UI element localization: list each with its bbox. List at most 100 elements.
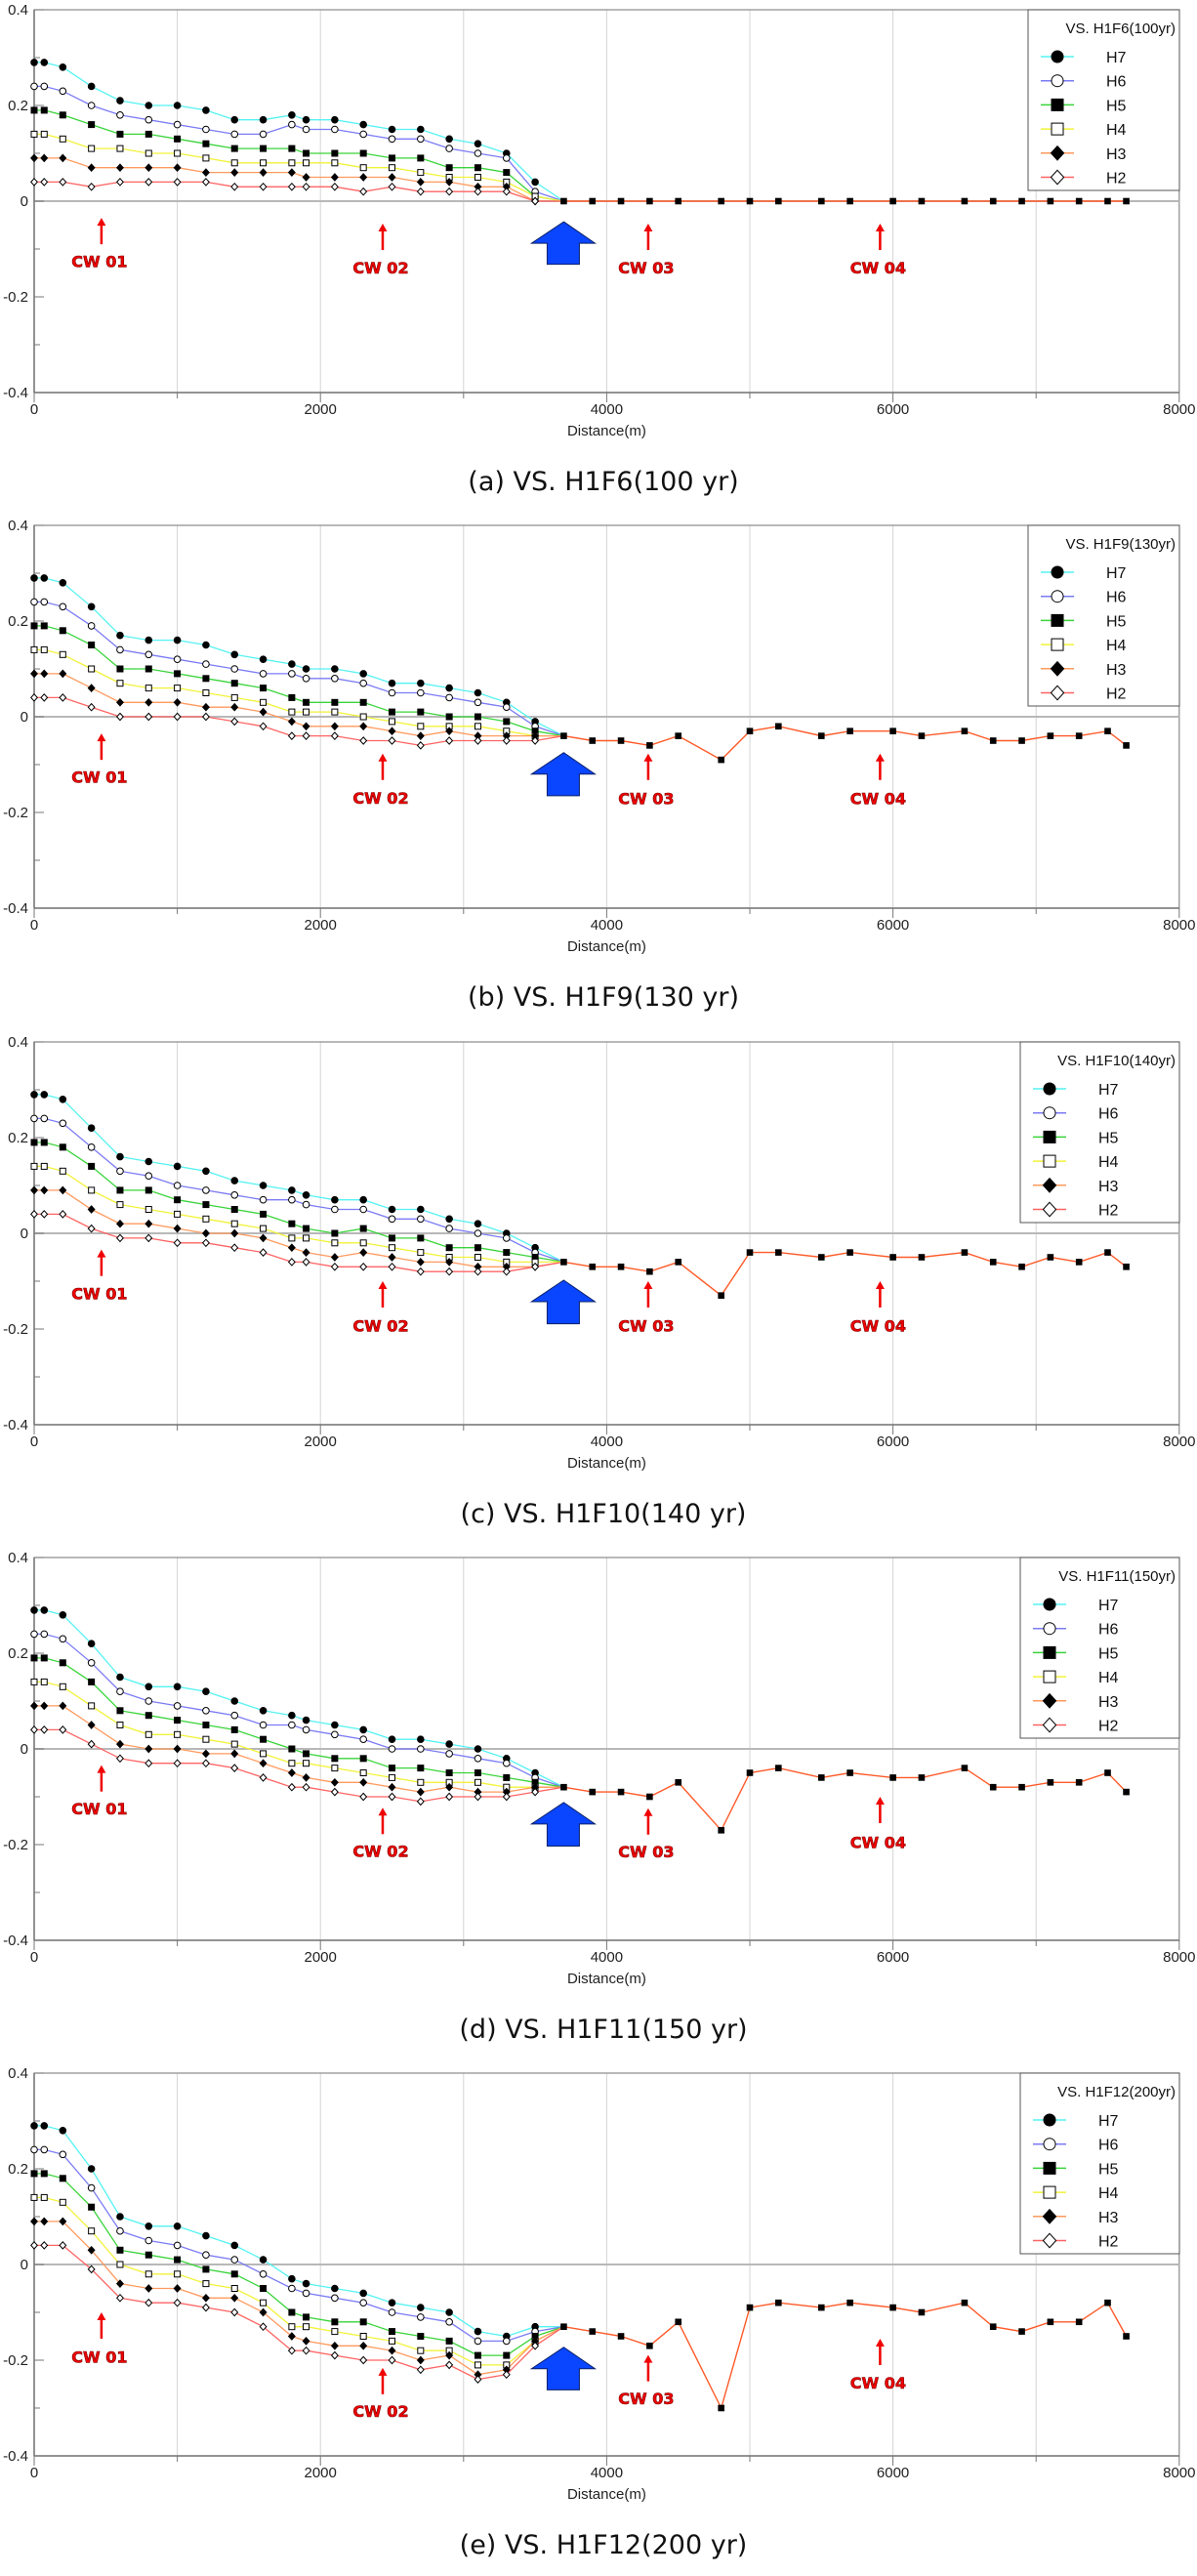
arrowhead-icon	[643, 2354, 653, 2363]
data-point-h7	[259, 115, 268, 124]
data-point-h7	[417, 679, 425, 687]
data-point-h4	[474, 1254, 481, 1261]
data-point-downstream	[846, 727, 853, 734]
data-point-h2	[230, 2307, 239, 2317]
data-point-h5	[59, 111, 66, 119]
data-point-h5	[474, 1769, 481, 1776]
data-point-h2	[230, 182, 239, 191]
data-point-h6	[144, 115, 153, 124]
data-point-h2	[230, 1243, 239, 1253]
data-point-downstream	[889, 727, 896, 734]
data-point-h6	[230, 130, 239, 139]
x-tick-label: 2000	[305, 1433, 337, 1450]
data-point-h7	[40, 1091, 49, 1099]
figure-caption: (b) VS. H1F9(130 yr)	[468, 982, 739, 1013]
x-tick-label: 0	[30, 401, 38, 418]
data-point-h3	[87, 1721, 96, 1729]
data-point-downstream	[775, 197, 782, 205]
data-point-downstream	[675, 2318, 682, 2326]
legend-marker-h7	[1043, 1082, 1056, 1096]
data-point-h4	[202, 2280, 210, 2288]
y-tick-label: -0.4	[3, 385, 28, 401]
data-point-h2	[330, 731, 339, 740]
cw-annotation: CW 04	[849, 224, 906, 277]
data-point-h5	[88, 1678, 96, 1685]
chart-panel-c: 0.4 0.2 0 -0.2 -0.4 0 2000 4000 6000 8000 Distance…	[0, 1032, 1197, 1545]
arrowhead-icon	[875, 753, 885, 762]
data-point-downstream	[646, 1793, 653, 1801]
data-point-downstream	[961, 1765, 969, 1771]
legend: VS. H1F9(130yr) H7 H6 H5 H4 H3 H2	[1027, 524, 1180, 707]
data-point-h2	[388, 1792, 396, 1802]
data-point-downstream	[775, 1249, 782, 1256]
data-point-h5	[474, 1244, 481, 1252]
data-point-h2	[30, 693, 38, 702]
series-line-h6	[34, 1633, 564, 1788]
data-point-h6	[474, 1229, 482, 1237]
data-point-h4	[174, 149, 182, 157]
data-point-downstream	[846, 197, 853, 205]
data-point-h6	[445, 1750, 453, 1758]
data-point-h3	[144, 697, 153, 707]
data-point-h6	[302, 1200, 310, 1209]
data-point-h4	[144, 149, 152, 157]
legend-marker-h5	[1051, 98, 1064, 111]
data-point-h3	[173, 1744, 182, 1754]
cw-annotation: CW 04	[849, 1797, 906, 1852]
data-point-downstream	[1123, 1264, 1130, 1270]
data-point-downstream	[675, 1779, 682, 1786]
data-point-h2	[330, 1787, 339, 1797]
data-point-h2	[474, 187, 482, 196]
arrowhead-icon	[875, 1797, 885, 1805]
data-point-h6	[230, 665, 239, 673]
data-point-h2	[259, 182, 268, 191]
figure-caption: (d) VS. H1F11(150 yr)	[459, 2015, 747, 2045]
data-point-h2	[330, 1262, 339, 1271]
legend: VS. H1F6(100yr) H7 H6 H5 H4 H3 H2	[1027, 9, 1180, 191]
data-point-h5	[202, 2265, 210, 2273]
data-point-h3	[416, 731, 425, 740]
data-point-downstream	[718, 197, 724, 205]
data-point-h7	[173, 1162, 182, 1171]
data-point-h3	[230, 1749, 239, 1759]
series-markers	[30, 1606, 1130, 1834]
data-point-h6	[30, 598, 38, 606]
series-line-h4	[34, 1165, 564, 1264]
arrowhead-icon	[875, 1281, 885, 1289]
data-point-h6	[445, 2318, 453, 2326]
data-point-h5	[260, 145, 268, 152]
data-point-h2	[201, 712, 210, 722]
legend-title: VS. H1F6(100yr)	[1065, 21, 1176, 37]
data-point-h7	[87, 82, 96, 91]
data-point-h3	[230, 168, 239, 177]
data-point-h6	[116, 645, 124, 654]
cw-annotation: CW 04	[849, 753, 906, 809]
data-point-h5	[331, 149, 339, 157]
data-point-h2	[287, 1782, 296, 1792]
cw-annotation: CW 01	[71, 1249, 128, 1304]
data-point-h2	[330, 2350, 339, 2360]
data-point-h5	[202, 1722, 210, 1728]
data-point-h2	[30, 1725, 38, 1734]
data-point-h4	[116, 680, 124, 687]
data-point-h2	[40, 178, 49, 187]
data-point-downstream	[1104, 1769, 1111, 1776]
data-point-downstream	[989, 2323, 997, 2330]
data-point-h2	[388, 736, 396, 745]
data-point-h7	[173, 1683, 182, 1691]
data-point-h7	[474, 1220, 482, 1227]
data-point-h3	[87, 1205, 96, 1214]
data-point-h7	[173, 636, 182, 644]
chart-panel-d: 0.4 0.2 0 -0.2 -0.4 0 2000 4000 6000 8000 Distance…	[0, 1548, 1197, 2060]
legend-marker-h7	[1043, 1598, 1056, 1611]
data-point-h2	[502, 2370, 511, 2380]
data-point-h6	[144, 1172, 153, 1180]
data-point-h5	[417, 1765, 425, 1772]
data-point-h7	[230, 1697, 239, 1705]
y-tick-label: -0.2	[3, 289, 28, 306]
data-point-h7	[30, 2122, 38, 2130]
cw-label: CW 02	[352, 259, 408, 277]
data-point-h4	[474, 174, 481, 181]
data-point-h6	[173, 1182, 182, 1189]
data-point-downstream	[560, 1259, 567, 1266]
